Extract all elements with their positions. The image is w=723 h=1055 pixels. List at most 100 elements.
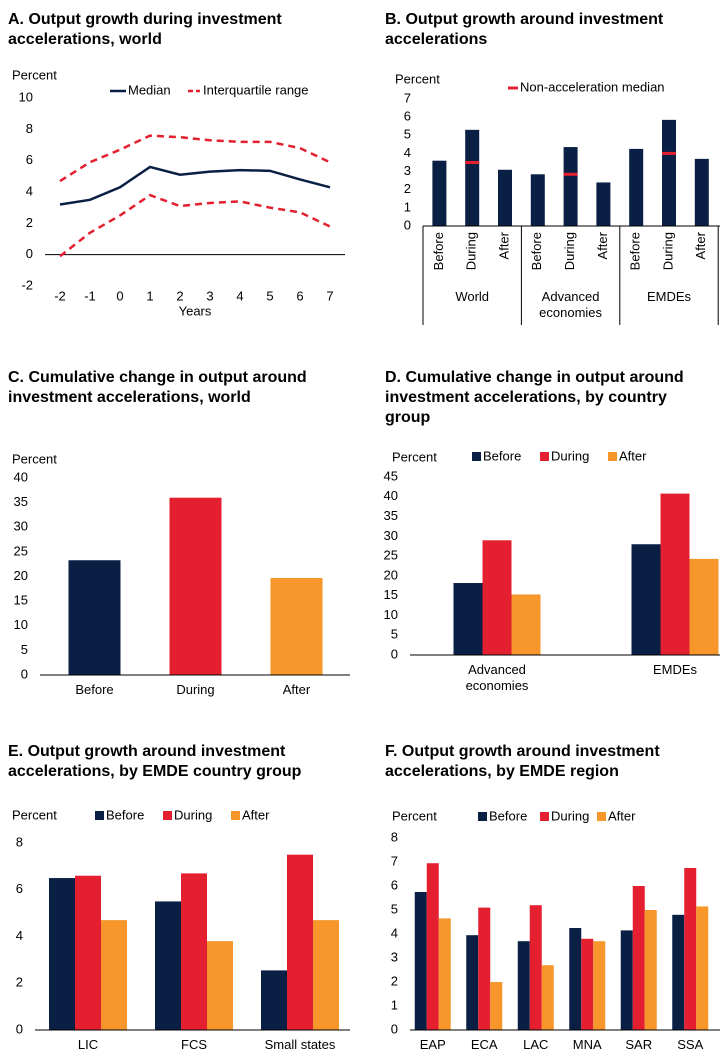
group-label: World — [455, 289, 490, 304]
legend-label: After — [608, 808, 636, 823]
y-tick-label: 0 — [26, 246, 33, 261]
bar — [438, 918, 451, 1030]
y-tick-label: 10 — [384, 607, 398, 622]
bar — [696, 906, 709, 1030]
line-series — [59, 134, 331, 183]
legend-label: During — [174, 807, 212, 822]
y-axis-label: Percent — [12, 67, 57, 82]
panel-title: B. Output growth around investment accel… — [385, 11, 664, 48]
y-tick-label: 5 — [391, 627, 398, 642]
x-tick-label: Before — [75, 682, 114, 697]
bar — [563, 147, 578, 226]
bar — [270, 577, 323, 675]
x-tick-label: 0 — [116, 288, 123, 303]
legend-swatch — [608, 452, 617, 461]
y-tick-label: 5 — [404, 127, 411, 142]
bar — [287, 854, 313, 1030]
bar — [644, 910, 657, 1030]
y-tick-label: 2 — [404, 181, 411, 196]
y-tick-label: 40 — [384, 488, 398, 503]
bar — [49, 878, 75, 1030]
y-tick-label: 20 — [384, 567, 398, 582]
legend-label: Interquartile range — [203, 82, 309, 97]
y-tick-label: 30 — [384, 528, 398, 543]
bar — [541, 965, 554, 1030]
y-tick-label: 8 — [16, 834, 23, 849]
x-tick-label: During — [464, 232, 479, 270]
y-tick-label: 0 — [16, 1021, 23, 1036]
bar — [620, 930, 633, 1030]
y-axis-label: Percent — [395, 71, 440, 86]
y-tick-label: 4 — [26, 183, 33, 198]
bar — [181, 873, 207, 1030]
bar — [169, 497, 222, 675]
legend-swatch — [478, 812, 487, 821]
bar — [75, 875, 101, 1030]
bar — [482, 540, 512, 655]
bar — [498, 169, 512, 226]
x-tick-label: LIC — [77, 1037, 99, 1052]
legend-swatch — [540, 452, 549, 461]
legend-label: Before — [489, 808, 527, 823]
y-tick-label: 6 — [16, 881, 23, 896]
y-tick-label: 45 — [384, 468, 398, 483]
x-tick-label: During — [660, 232, 675, 270]
bar — [530, 174, 545, 226]
y-tick-label: 3 — [404, 163, 411, 178]
x-tick-label: SSA — [677, 1037, 704, 1052]
legend-swatch — [163, 811, 172, 820]
y-tick-label: 4 — [404, 145, 411, 160]
y-tick-label: 2 — [16, 975, 23, 990]
panel-title: A. Output growth during investment accel… — [8, 11, 282, 48]
y-tick-label: 30 — [14, 519, 28, 534]
y-tick-label: 7 — [404, 90, 411, 105]
bar — [672, 914, 685, 1030]
x-tick-label: During — [176, 682, 215, 697]
x-tick-label: Advanced economies — [465, 662, 529, 693]
y-tick-label: 10 — [19, 89, 33, 104]
bar — [629, 148, 644, 226]
x-tick-label: Before — [628, 232, 643, 270]
legend-swatch — [231, 811, 240, 820]
bar — [581, 938, 594, 1030]
y-tick-label: 3 — [391, 949, 398, 964]
bar — [155, 901, 181, 1030]
y-axis-label: Percent — [12, 451, 57, 466]
legend-label: Non-acceleration median — [520, 79, 665, 94]
x-tick-label: 6 — [296, 288, 303, 303]
x-tick-label: MNA — [572, 1037, 602, 1052]
y-tick-label: 1 — [404, 199, 411, 214]
legend-swatch — [472, 452, 481, 461]
y-tick-label: 5 — [21, 642, 28, 657]
group-label: EMDEs — [646, 289, 692, 304]
y-tick-label: 5 — [391, 901, 398, 916]
y-tick-label: 15 — [384, 587, 398, 602]
legend-swatch — [95, 811, 104, 820]
bar — [694, 158, 709, 226]
bar — [569, 928, 582, 1030]
group-label: Advanced economies — [539, 289, 603, 320]
x-tick-label: After — [595, 231, 610, 259]
x-tick-label: 1 — [146, 288, 153, 303]
panel-title: D. Cumulative change in output around in… — [385, 369, 684, 426]
bar — [453, 583, 483, 655]
y-tick-label: 4 — [391, 925, 398, 940]
bar — [207, 941, 233, 1030]
line-series — [59, 193, 331, 258]
panel-title: E. Output growth around investment accel… — [8, 743, 302, 780]
legend-label: Median — [128, 82, 171, 97]
y-tick-label: 8 — [26, 121, 33, 136]
x-tick-label: SAR — [625, 1037, 653, 1052]
bar — [432, 160, 447, 226]
median-marker — [662, 151, 676, 155]
bar — [465, 129, 480, 226]
y-tick-label: 8 — [391, 829, 398, 844]
median-marker — [465, 161, 480, 164]
bar — [632, 886, 645, 1030]
x-tick-label: 5 — [266, 288, 273, 303]
x-tick-label: EAP — [419, 1037, 446, 1052]
x-tick-label: 4 — [236, 288, 243, 303]
y-tick-label: 6 — [404, 109, 411, 124]
y-tick-label: 0 — [391, 646, 398, 661]
